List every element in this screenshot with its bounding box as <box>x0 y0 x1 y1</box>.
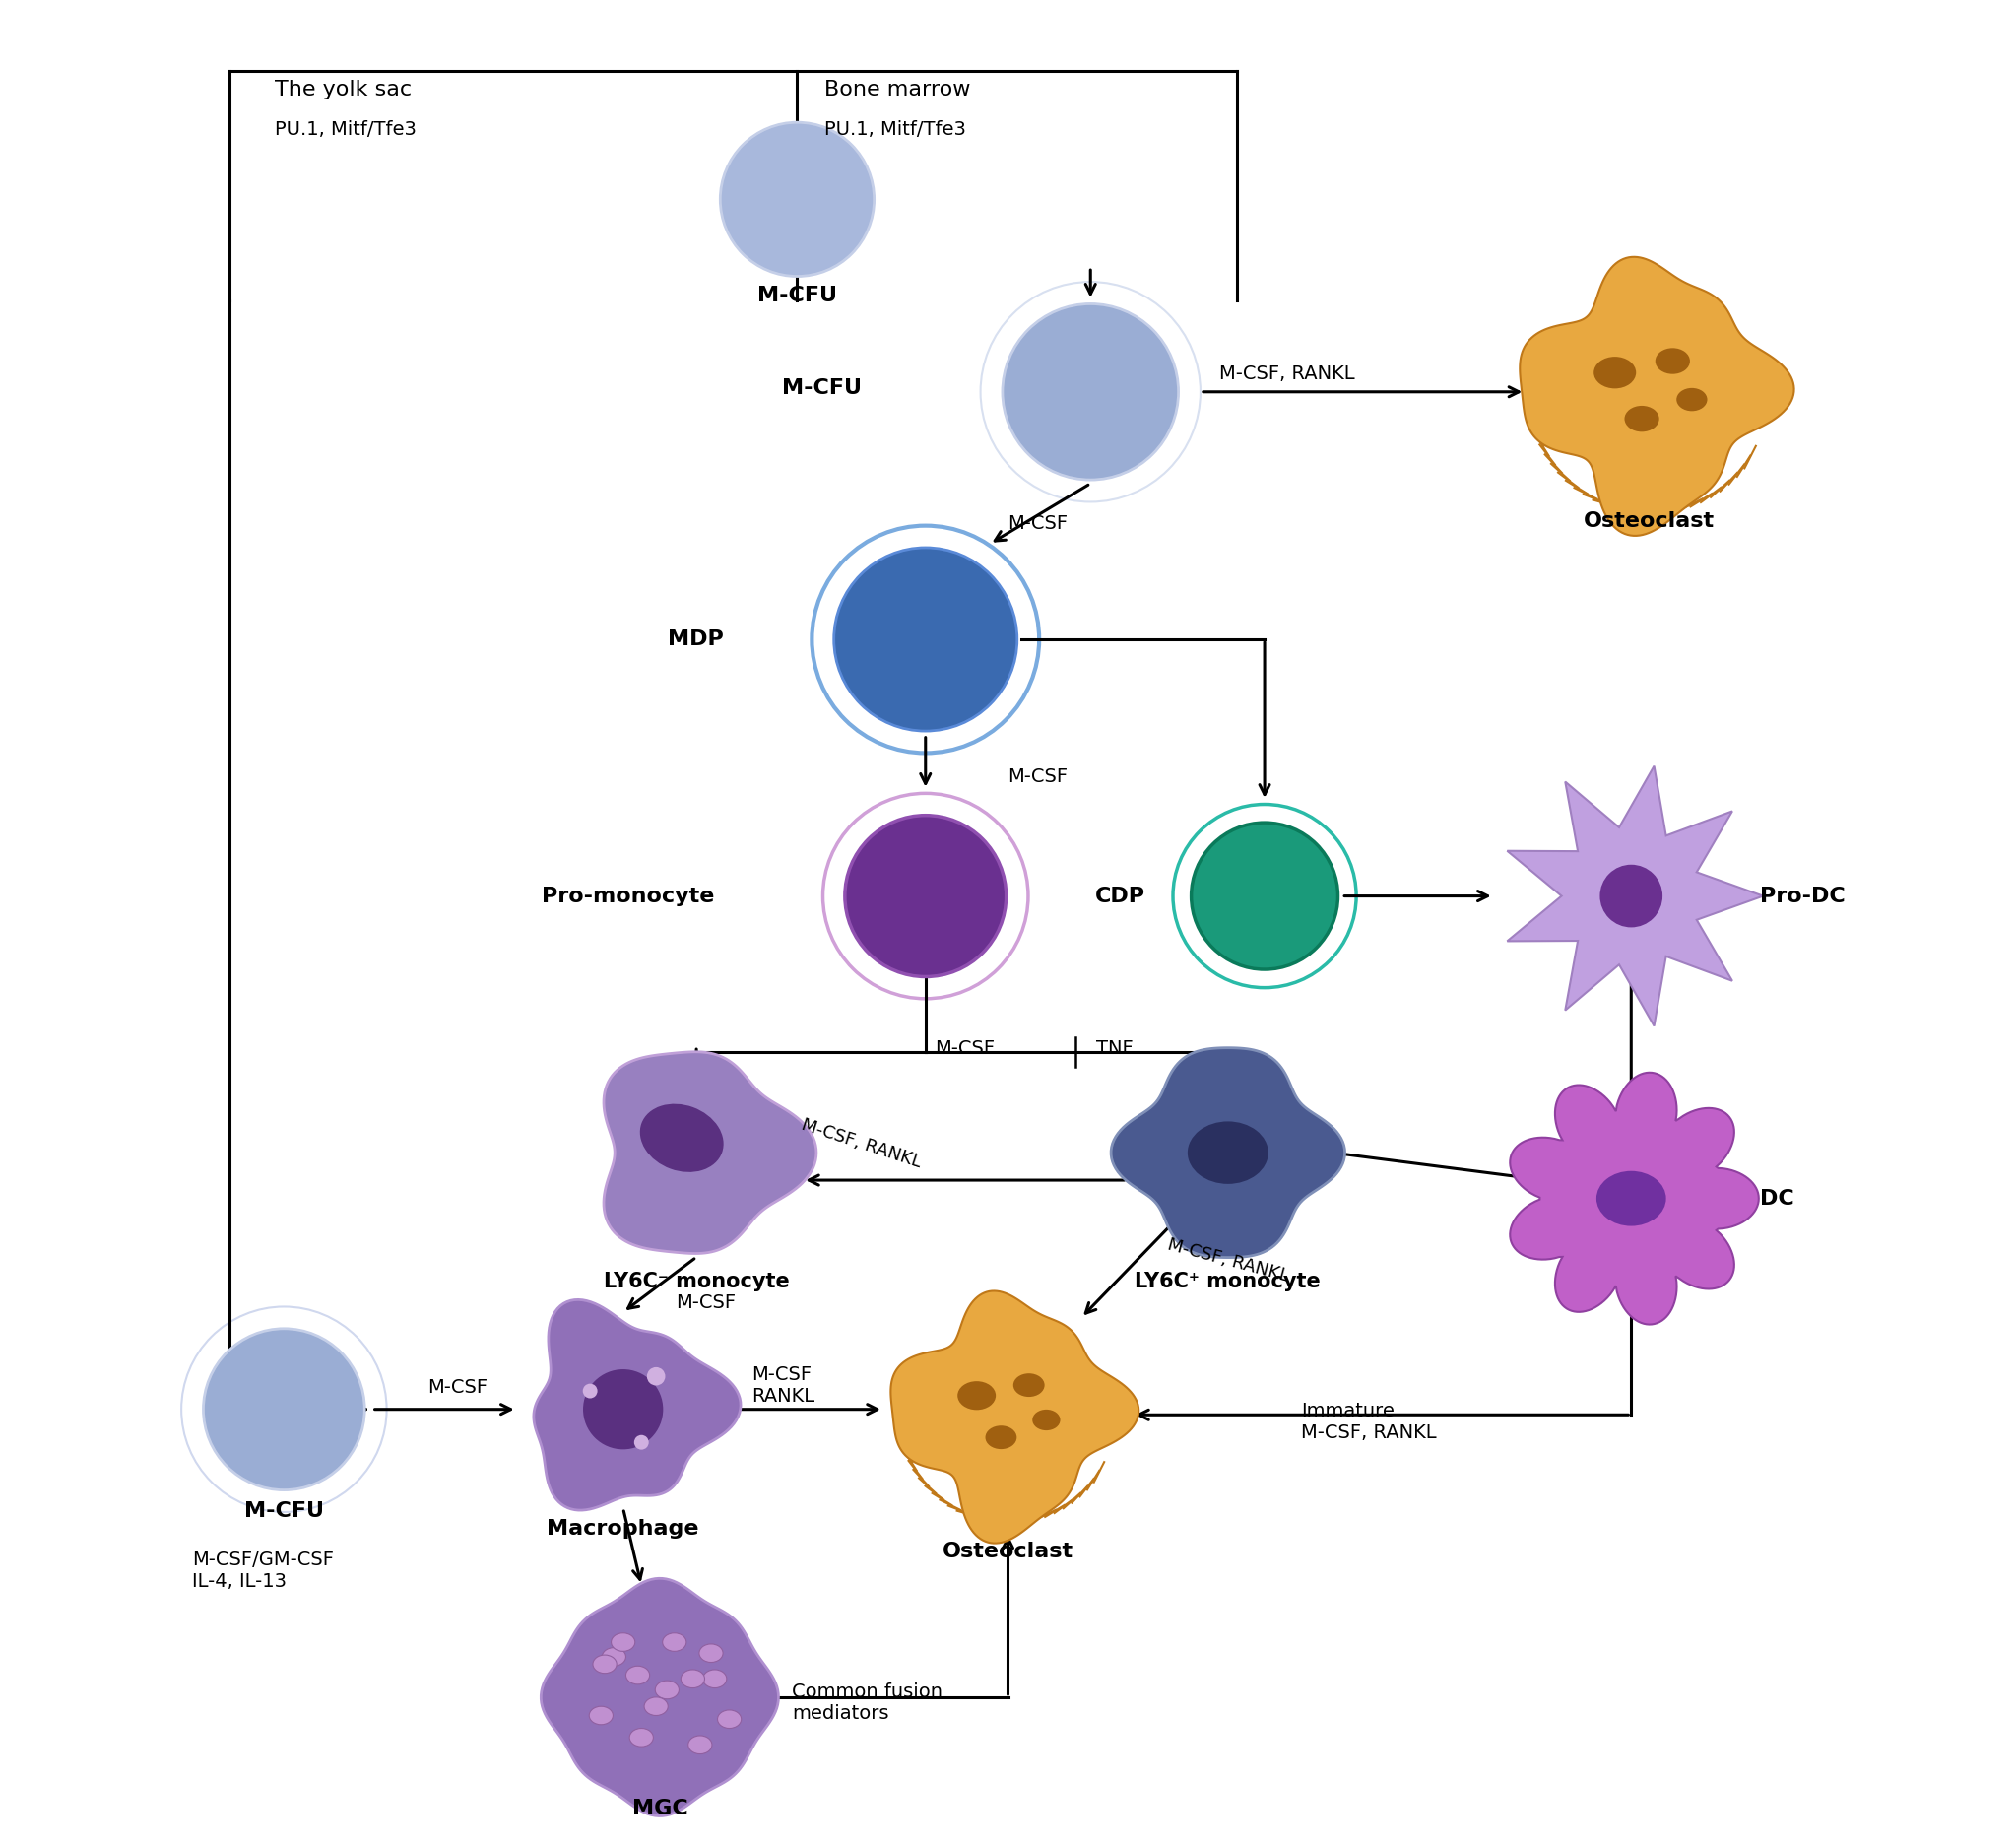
Ellipse shape <box>1014 1374 1044 1396</box>
Circle shape <box>647 1367 665 1385</box>
Polygon shape <box>603 1051 816 1254</box>
Text: M-CSF: M-CSF <box>1008 768 1068 787</box>
Text: PU.1, Mitf/Tfe3: PU.1, Mitf/Tfe3 <box>274 120 417 139</box>
Text: M-CFU: M-CFU <box>782 379 861 397</box>
Ellipse shape <box>663 1633 685 1651</box>
Circle shape <box>1002 305 1179 480</box>
Text: MGC: MGC <box>631 1799 687 1817</box>
Text: PU.1, Mitf/Tfe3: PU.1, Mitf/Tfe3 <box>825 120 966 139</box>
Text: Immature
M-CSF, RANKL: Immature M-CSF, RANKL <box>1300 1402 1437 1443</box>
Polygon shape <box>1508 767 1764 1025</box>
Circle shape <box>835 549 1018 731</box>
Text: M-CSF, RANKL: M-CSF, RANKL <box>1165 1236 1290 1286</box>
Text: LY6C⁻ monocyte: LY6C⁻ monocyte <box>603 1273 790 1291</box>
Ellipse shape <box>1595 356 1637 388</box>
Ellipse shape <box>704 1670 726 1688</box>
Ellipse shape <box>629 1729 653 1747</box>
Ellipse shape <box>986 1426 1016 1450</box>
Circle shape <box>583 1369 663 1450</box>
Text: MDP: MDP <box>667 630 724 648</box>
Text: M-CSF, RANKL: M-CSF, RANKL <box>1220 364 1355 382</box>
Text: M-CSF/GM-CSF
IL-4, IL-13: M-CSF/GM-CSF IL-4, IL-13 <box>192 1550 335 1590</box>
Ellipse shape <box>639 1105 724 1173</box>
Text: Macrophage: Macrophage <box>546 1520 700 1539</box>
Ellipse shape <box>1597 1171 1665 1226</box>
Circle shape <box>1191 822 1339 970</box>
Circle shape <box>583 1383 597 1398</box>
Text: LY6C⁺ monocyte: LY6C⁺ monocyte <box>1135 1273 1320 1291</box>
Polygon shape <box>534 1300 740 1511</box>
Polygon shape <box>891 1291 1139 1544</box>
Text: DC: DC <box>1760 1189 1794 1208</box>
Ellipse shape <box>611 1633 635 1651</box>
Ellipse shape <box>681 1670 706 1688</box>
Text: TNF: TNF <box>1097 1038 1133 1058</box>
Circle shape <box>720 122 875 277</box>
Text: M-CSF: M-CSF <box>675 1295 736 1313</box>
Text: CDP: CDP <box>1095 887 1145 905</box>
Text: Osteoclast: Osteoclast <box>1585 512 1716 530</box>
Ellipse shape <box>1677 388 1708 412</box>
Ellipse shape <box>645 1697 667 1716</box>
Ellipse shape <box>1032 1409 1060 1430</box>
Circle shape <box>845 815 1006 977</box>
Text: M-CSF: M-CSF <box>1008 515 1068 534</box>
Ellipse shape <box>1625 406 1659 432</box>
Ellipse shape <box>625 1666 649 1684</box>
Circle shape <box>635 1435 649 1450</box>
Ellipse shape <box>687 1736 712 1755</box>
Text: M-CFU: M-CFU <box>758 286 837 305</box>
Text: M-CSF: M-CSF <box>427 1378 488 1396</box>
Text: M-CFU: M-CFU <box>244 1502 325 1520</box>
Text: The yolk sac: The yolk sac <box>274 79 411 100</box>
Ellipse shape <box>603 1648 625 1666</box>
Text: Common fusion
mediators: Common fusion mediators <box>792 1683 941 1723</box>
Ellipse shape <box>700 1644 724 1662</box>
Ellipse shape <box>655 1681 679 1699</box>
Ellipse shape <box>718 1710 742 1729</box>
Text: Pro-DC: Pro-DC <box>1760 887 1845 905</box>
Ellipse shape <box>593 1655 617 1673</box>
Circle shape <box>204 1328 365 1491</box>
Polygon shape <box>1111 1047 1345 1258</box>
Ellipse shape <box>1655 347 1689 375</box>
Circle shape <box>1601 864 1663 927</box>
Text: M-CSF
RANKL: M-CSF RANKL <box>752 1365 814 1406</box>
Text: M-CSF: M-CSF <box>935 1038 994 1058</box>
Text: Pro-monocyte: Pro-monocyte <box>542 887 716 905</box>
Ellipse shape <box>1187 1121 1268 1184</box>
Polygon shape <box>1510 1073 1758 1324</box>
Ellipse shape <box>589 1707 613 1725</box>
Polygon shape <box>540 1579 778 1816</box>
Text: Bone marrow: Bone marrow <box>825 79 972 100</box>
Text: Osteoclast: Osteoclast <box>941 1542 1075 1561</box>
Text: M-CSF, RANKL: M-CSF, RANKL <box>798 1116 923 1171</box>
Polygon shape <box>1520 257 1794 536</box>
Ellipse shape <box>958 1382 996 1409</box>
